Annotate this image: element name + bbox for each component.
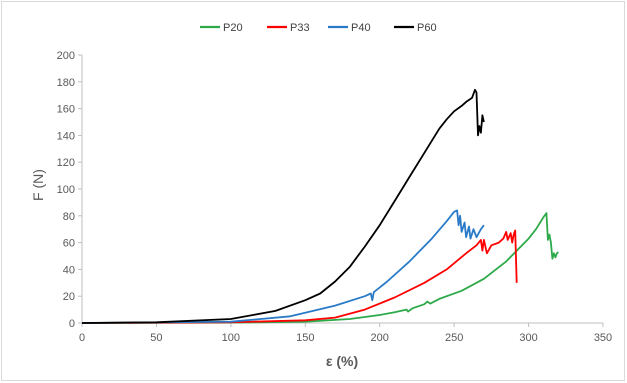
x-axis-title: ε (%): [326, 353, 358, 369]
series-line-p33: [81, 229, 518, 324]
x-tick-label: 100: [222, 332, 240, 344]
x-tick-label: 200: [371, 332, 389, 344]
y-tick-label: 0: [69, 318, 75, 330]
legend: P20 P33 P40 P60: [200, 22, 437, 34]
y-tick-label: 100: [57, 184, 75, 196]
legend-label-p33: P33: [290, 22, 310, 34]
y-tick-label: 160: [57, 104, 75, 116]
x-tick-label: 50: [150, 332, 162, 344]
series-line-p40: [81, 209, 485, 324]
y-tick-label: 180: [57, 77, 75, 89]
series-line-p20: [81, 212, 559, 324]
y-tick-label: 40: [63, 264, 75, 276]
y-tick-label: 140: [57, 130, 75, 142]
x-tick-label: 150: [296, 332, 314, 344]
legend-label-p40: P40: [351, 22, 371, 34]
y-tick-label: 80: [63, 211, 75, 223]
y-axis-title: F (N): [30, 169, 46, 201]
y-tick-label: 20: [63, 291, 75, 303]
x-tick-label: 300: [519, 332, 537, 344]
legend-label-p60: P60: [417, 22, 437, 34]
y-tick-label: 200: [57, 50, 75, 62]
series-layer: [81, 88, 559, 324]
y-tick-label: 120: [57, 157, 75, 169]
series-line-p60: [81, 88, 485, 324]
legend-label-p20: P20: [223, 22, 243, 34]
x-tick-label: 250: [445, 332, 463, 344]
x-tick-label: 350: [594, 332, 612, 344]
y-tick-label: 60: [63, 238, 75, 250]
x-tick-label: 0: [79, 332, 85, 344]
axes: 0 20 40 60 80 100 120 140 160 180 200 0 50 100 150 200 2…: [57, 50, 613, 344]
